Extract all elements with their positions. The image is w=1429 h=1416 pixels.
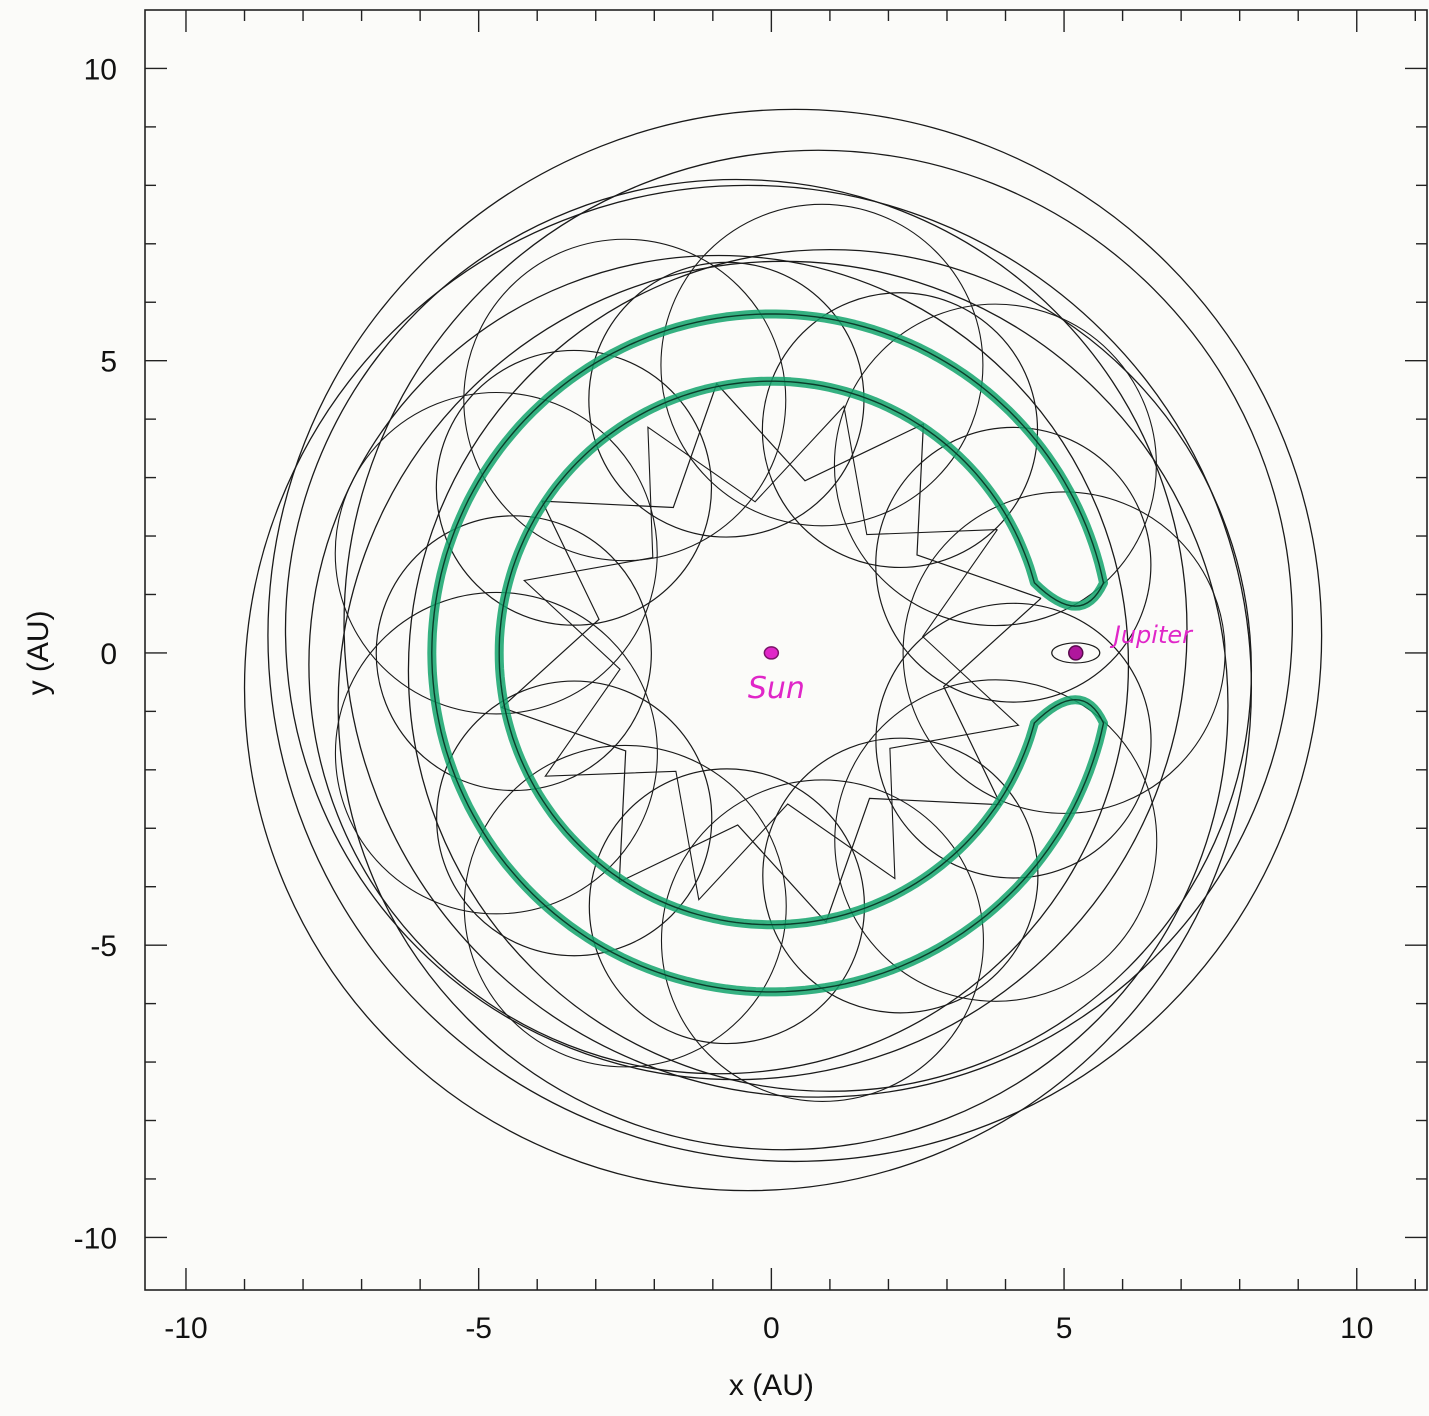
- petal-outer-4: [334, 391, 658, 715]
- horseshoe-highlight: [427, 309, 1109, 997]
- petal-loop-7: [588, 768, 866, 1045]
- axis-ticks: [145, 10, 1427, 1290]
- orbit-loop-1: [267, 108, 1323, 1163]
- orbit-loop-6: [407, 248, 1253, 1092]
- petal-outer-9: [902, 491, 1226, 814]
- petal-loop-9: [875, 602, 1152, 879]
- petal-outer-3: [463, 238, 787, 562]
- x-tick-label: -10: [164, 1312, 207, 1345]
- orbit-trajectories: [243, 108, 1323, 1192]
- y-tick-label: 10: [84, 53, 117, 86]
- petal-loop-6: [436, 680, 713, 957]
- jupiter-tadpole-loop: [1051, 642, 1101, 664]
- petal-loop-3: [588, 261, 865, 538]
- axes-box: [144, 9, 1428, 1291]
- petal-loop-1: [875, 426, 1152, 703]
- petal-outer-8: [834, 679, 1158, 1002]
- sun-label: Sun: [748, 671, 805, 706]
- x-tick-label: -5: [465, 1312, 492, 1345]
- jupiter-label: Jupiter: [1110, 621, 1194, 649]
- horseshoe-trace: [431, 313, 1105, 993]
- jupiter-marker: [1068, 645, 1084, 661]
- y-tick-label: -10: [74, 1222, 117, 1255]
- petal-outer-7: [660, 779, 984, 1102]
- orbit-loop-5: [337, 260, 1229, 1151]
- petal-loop-2: [761, 292, 1039, 569]
- body-markers: Sun Jupiter: [748, 621, 1194, 706]
- y-tick-label: -5: [90, 930, 117, 963]
- x-tick-label: 5: [1056, 1312, 1073, 1345]
- petal-outer-1: [833, 303, 1157, 627]
- y-axis-title: y (AU): [22, 610, 55, 695]
- x-tick-label: 0: [763, 1312, 780, 1345]
- orbit-loop-3: [343, 149, 1294, 1098]
- y-tick-label: 5: [100, 346, 117, 379]
- x-axis-title: x (AU): [729, 1369, 814, 1402]
- x-tick-label: 10: [1340, 1312, 1373, 1345]
- petal-loop-8: [762, 737, 1039, 1014]
- tick-labels: -10 -5 0 5 10 10 5 0 -5 -10: [74, 53, 1374, 1345]
- inner-star-path-2: [523, 405, 1020, 901]
- petal-outer-5: [334, 591, 658, 915]
- petal-loop-4: [435, 349, 713, 626]
- petal-outer-6: [463, 744, 787, 1068]
- orbit-loop-4: [284, 178, 1188, 1081]
- sun-marker: [763, 646, 780, 660]
- y-tick-label: 0: [100, 638, 117, 671]
- petal-outer-2: [660, 203, 984, 527]
- plot-frame: [144, 9, 1428, 1291]
